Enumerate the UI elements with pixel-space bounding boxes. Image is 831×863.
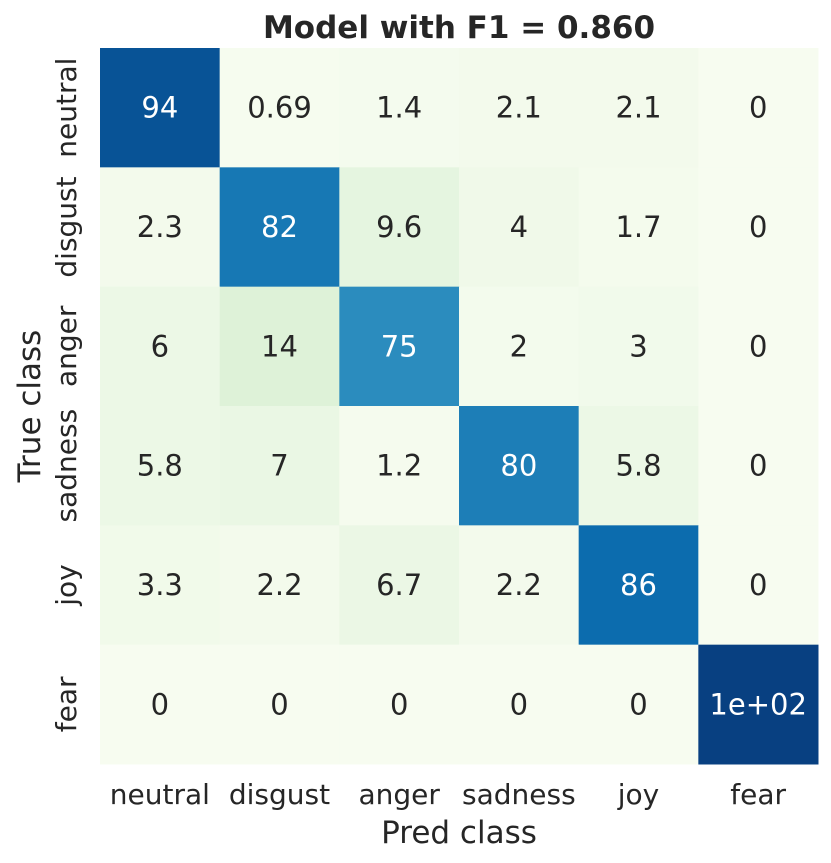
heatmap-cell: [100, 644, 221, 765]
heatmap-cell: [698, 644, 819, 765]
x-tick-label: disgust: [229, 778, 330, 811]
y-tick-label: joy: [50, 564, 83, 606]
heatmap-cell: [219, 644, 340, 765]
heatmap-cell-value: 1.2: [376, 449, 422, 483]
heatmap-cell-labels: 94 0.69 1.4 2.1 2.1 0 2.3 82 9.6 4 1.7 0 6 14 75 2 3 0 5.8…: [137, 91, 807, 722]
heatmap-cell-value: 2.1: [615, 91, 661, 125]
heatmap-cell: [339, 48, 460, 168]
heatmap-cell-value: 14: [261, 329, 298, 363]
heatmap-cell-value: 0: [749, 91, 767, 125]
heatmap-cell: [459, 644, 580, 765]
heatmap-cell-value: 1e+02: [709, 687, 807, 721]
heatmap-cell-value: 94: [141, 91, 178, 125]
heatmap-cell: [459, 48, 580, 168]
heatmap-cell: [219, 286, 340, 407]
heatmap-cell: [698, 48, 819, 168]
heatmap-cell-value: 82: [261, 210, 298, 244]
heatmap-cell-value: 4: [510, 210, 528, 244]
heatmap-cell-value: 1.4: [376, 91, 422, 125]
heatmap-cell-value: 3.3: [137, 568, 183, 602]
heatmap-cell-value: 86: [620, 568, 657, 602]
heatmap-cell-value: 7: [270, 449, 288, 483]
heatmap-cell-value: 9.6: [376, 210, 422, 244]
heatmap-cell: [100, 525, 221, 646]
heatmap-cell-value: 5.8: [137, 449, 183, 483]
heatmap-cell: [339, 644, 460, 765]
x-tick-label: neutral: [110, 778, 210, 811]
x-tick-label: anger: [358, 778, 440, 811]
heatmap-cell: [219, 525, 340, 646]
heatmap-cell: [339, 525, 460, 646]
heatmap-cell: [100, 167, 221, 288]
heatmap-cell: [578, 167, 699, 288]
heatmap-cell-value: 0: [749, 568, 767, 602]
heatmap-cell: [578, 525, 699, 646]
heatmap-cell-value: 0: [510, 687, 528, 721]
heatmap-cells: [100, 48, 819, 765]
heatmap-cell: [698, 525, 819, 646]
heatmap-cell-value: 3: [629, 329, 647, 363]
heatmap-cell: [339, 167, 460, 288]
heatmap-cell: [219, 167, 340, 288]
heatmap-cell: [578, 644, 699, 765]
heatmap-cell: [459, 286, 580, 407]
heatmap-cell-value: 5.8: [615, 449, 661, 483]
heatmap-cell-value: 2.1: [496, 91, 542, 125]
heatmap-cell: [100, 406, 221, 526]
heatmap-cell-value: 0: [749, 329, 767, 363]
x-axis-label: Pred class: [381, 815, 537, 851]
heatmap-cell: [459, 167, 580, 288]
heatmap-cell: [578, 286, 699, 407]
heatmap-cell: [219, 406, 340, 526]
chart-title: Model with F1 = 0.860: [263, 10, 655, 46]
y-tick-label: fear: [50, 676, 83, 732]
heatmap-cell-value: 0: [629, 687, 647, 721]
y-tick-label: neutral: [50, 58, 83, 158]
x-tick-label: sadness: [462, 778, 576, 811]
heatmap-cell-value: 75: [381, 329, 418, 363]
heatmap-cell-value: 80: [500, 449, 537, 483]
heatmap-cell: [100, 48, 221, 168]
y-axis-tick-labels: neutral disgust anger sadness joy fear: [50, 58, 83, 733]
heatmap-cell-value: 0: [749, 210, 767, 244]
heatmap-cell-value: 0: [151, 687, 169, 721]
heatmap-cell: [578, 406, 699, 526]
heatmap-cell-value: 2.2: [496, 568, 542, 602]
heatmap-cell-value: 0: [749, 449, 767, 483]
y-tick-label: anger: [50, 305, 83, 387]
x-tick-label: fear: [730, 778, 786, 811]
heatmap-cell-value: 2.2: [256, 568, 302, 602]
heatmap-cell-value: 2: [510, 329, 528, 363]
heatmap-cell-value: 0: [270, 687, 288, 721]
heatmap-cell: [578, 48, 699, 168]
heatmap-cell-value: 1.7: [615, 210, 661, 244]
heatmap-cell: [698, 167, 819, 288]
heatmap-cell-value: 2.3: [137, 210, 183, 244]
heatmap-cell: [219, 48, 340, 168]
y-axis-label: True class: [12, 330, 48, 484]
heatmap-cell: [339, 406, 460, 526]
heatmap-cell-value: 0.69: [247, 91, 312, 125]
heatmap-cell-value: 0: [390, 687, 408, 721]
y-tick-label: sadness: [50, 409, 83, 523]
heatmap-cell: [459, 406, 580, 526]
heatmap-cell-value: 6: [151, 329, 169, 363]
heatmap-cell: [339, 286, 460, 407]
x-axis-tick-labels: neutral disgust anger sadness joy fear: [110, 778, 787, 811]
x-tick-label: joy: [617, 778, 659, 811]
heatmap-cell: [698, 286, 819, 407]
heatmap-cell: [459, 525, 580, 646]
heatmap-cell: [100, 286, 221, 407]
heatmap-cell: [698, 406, 819, 526]
heatmap-cell-value: 6.7: [376, 568, 422, 602]
y-tick-label: disgust: [50, 176, 83, 277]
